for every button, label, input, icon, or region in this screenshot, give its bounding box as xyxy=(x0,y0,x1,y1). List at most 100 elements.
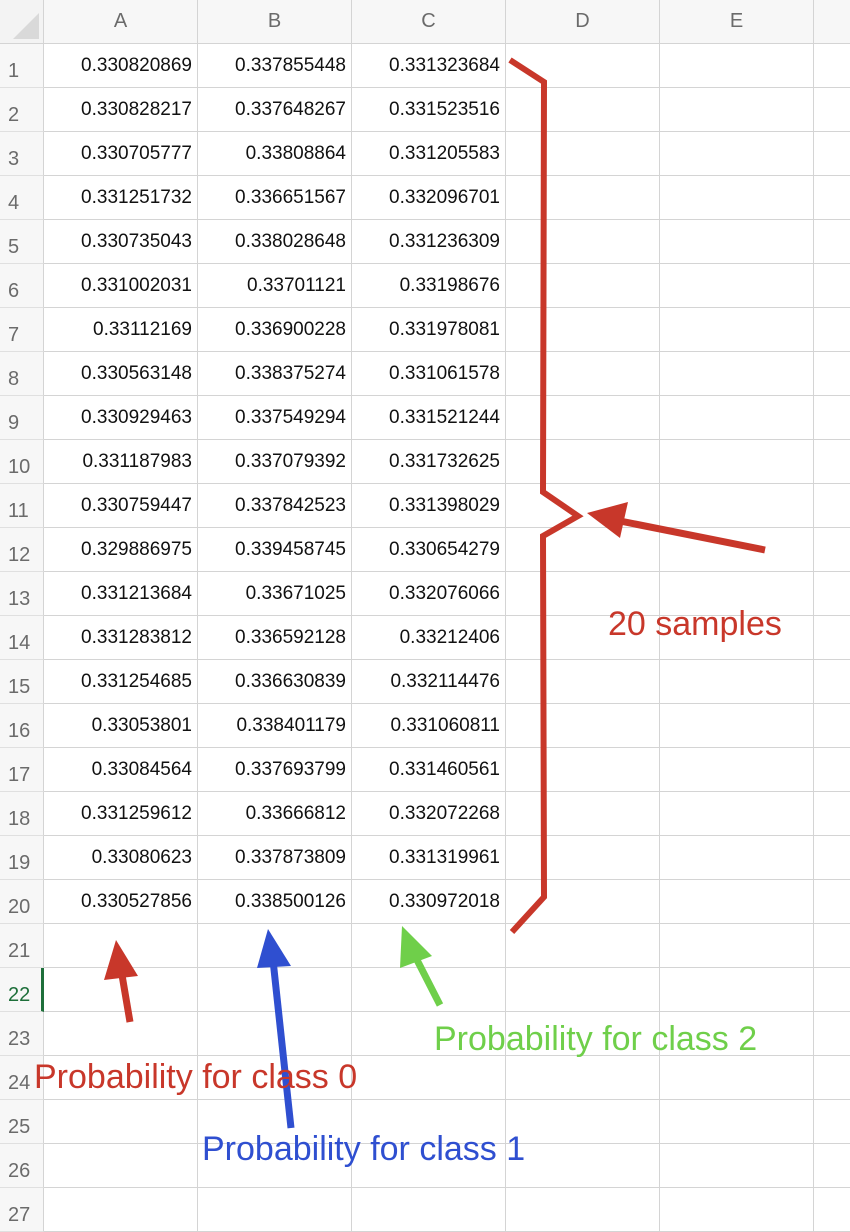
cell-e15[interactable] xyxy=(660,660,814,704)
column-header-partial[interactable] xyxy=(814,0,850,44)
cell-e5[interactable] xyxy=(660,220,814,264)
cell-f1[interactable] xyxy=(814,44,850,88)
cell-e11[interactable] xyxy=(660,484,814,528)
cell-b9[interactable]: 0.337549294 xyxy=(198,396,352,440)
cell-d9[interactable] xyxy=(506,396,660,440)
cell-f22[interactable] xyxy=(814,968,850,1012)
cell-b12[interactable]: 0.339458745 xyxy=(198,528,352,572)
cell-a18[interactable]: 0.331259612 xyxy=(44,792,198,836)
cell-c1[interactable]: 0.331323684 xyxy=(352,44,506,88)
cell-e21[interactable] xyxy=(660,924,814,968)
cell-b16[interactable]: 0.338401179 xyxy=(198,704,352,748)
cell-e7[interactable] xyxy=(660,308,814,352)
cell-e26[interactable] xyxy=(660,1144,814,1188)
cell-d25[interactable] xyxy=(506,1100,660,1144)
cell-e25[interactable] xyxy=(660,1100,814,1144)
cell-e14[interactable] xyxy=(660,616,814,660)
cell-e4[interactable] xyxy=(660,176,814,220)
cell-b25[interactable] xyxy=(198,1100,352,1144)
cell-a11[interactable]: 0.330759447 xyxy=(44,484,198,528)
cell-c13[interactable]: 0.332076066 xyxy=(352,572,506,616)
cell-c22[interactable] xyxy=(352,968,506,1012)
cell-a15[interactable]: 0.331254685 xyxy=(44,660,198,704)
column-header-d[interactable]: D xyxy=(506,0,660,44)
cell-c24[interactable] xyxy=(352,1056,506,1100)
cell-c5[interactable]: 0.331236309 xyxy=(352,220,506,264)
cell-f20[interactable] xyxy=(814,880,850,924)
cell-f18[interactable] xyxy=(814,792,850,836)
row-header-1[interactable]: 1 xyxy=(0,44,44,88)
cell-e6[interactable] xyxy=(660,264,814,308)
cell-c19[interactable]: 0.331319961 xyxy=(352,836,506,880)
cell-c25[interactable] xyxy=(352,1100,506,1144)
cell-a19[interactable]: 0.33080623 xyxy=(44,836,198,880)
cell-d16[interactable] xyxy=(506,704,660,748)
cell-a24[interactable] xyxy=(44,1056,198,1100)
row-header-23[interactable]: 23 xyxy=(0,1012,44,1056)
select-all-corner[interactable] xyxy=(0,0,44,44)
cell-b24[interactable] xyxy=(198,1056,352,1100)
row-header-8[interactable]: 8 xyxy=(0,352,44,396)
row-header-18[interactable]: 18 xyxy=(0,792,44,836)
cell-b19[interactable]: 0.337873809 xyxy=(198,836,352,880)
cell-a25[interactable] xyxy=(44,1100,198,1144)
cell-a10[interactable]: 0.331187983 xyxy=(44,440,198,484)
cell-f5[interactable] xyxy=(814,220,850,264)
cell-a5[interactable]: 0.330735043 xyxy=(44,220,198,264)
row-header-14[interactable]: 14 xyxy=(0,616,44,660)
cell-d20[interactable] xyxy=(506,880,660,924)
cell-e23[interactable] xyxy=(660,1012,814,1056)
row-header-5[interactable]: 5 xyxy=(0,220,44,264)
cell-e12[interactable] xyxy=(660,528,814,572)
cell-f8[interactable] xyxy=(814,352,850,396)
cell-c20[interactable]: 0.330972018 xyxy=(352,880,506,924)
cell-d13[interactable] xyxy=(506,572,660,616)
cell-e1[interactable] xyxy=(660,44,814,88)
row-header-4[interactable]: 4 xyxy=(0,176,44,220)
cell-b3[interactable]: 0.33808864 xyxy=(198,132,352,176)
row-header-9[interactable]: 9 xyxy=(0,396,44,440)
cell-f26[interactable] xyxy=(814,1144,850,1188)
cell-f13[interactable] xyxy=(814,572,850,616)
cell-b15[interactable]: 0.336630839 xyxy=(198,660,352,704)
cell-e20[interactable] xyxy=(660,880,814,924)
row-header-24[interactable]: 24 xyxy=(0,1056,44,1100)
cell-d7[interactable] xyxy=(506,308,660,352)
row-header-2[interactable]: 2 xyxy=(0,88,44,132)
cell-e22[interactable] xyxy=(660,968,814,1012)
cell-c21[interactable] xyxy=(352,924,506,968)
cell-b7[interactable]: 0.336900228 xyxy=(198,308,352,352)
row-header-17[interactable]: 17 xyxy=(0,748,44,792)
cell-d19[interactable] xyxy=(506,836,660,880)
cell-f11[interactable] xyxy=(814,484,850,528)
cell-b18[interactable]: 0.33666812 xyxy=(198,792,352,836)
row-header-11[interactable]: 11 xyxy=(0,484,44,528)
cell-c2[interactable]: 0.331523516 xyxy=(352,88,506,132)
cell-d17[interactable] xyxy=(506,748,660,792)
cell-d14[interactable] xyxy=(506,616,660,660)
cell-e10[interactable] xyxy=(660,440,814,484)
column-header-c[interactable]: C xyxy=(352,0,506,44)
cell-d12[interactable] xyxy=(506,528,660,572)
cell-a17[interactable]: 0.33084564 xyxy=(44,748,198,792)
cell-d23[interactable] xyxy=(506,1012,660,1056)
cell-b10[interactable]: 0.337079392 xyxy=(198,440,352,484)
row-header-20[interactable]: 20 xyxy=(0,880,44,924)
cell-f25[interactable] xyxy=(814,1100,850,1144)
cell-e3[interactable] xyxy=(660,132,814,176)
cell-c3[interactable]: 0.331205583 xyxy=(352,132,506,176)
cell-f12[interactable] xyxy=(814,528,850,572)
cell-f6[interactable] xyxy=(814,264,850,308)
cell-a20[interactable]: 0.330527856 xyxy=(44,880,198,924)
cell-d1[interactable] xyxy=(506,44,660,88)
cell-e2[interactable] xyxy=(660,88,814,132)
row-header-13[interactable]: 13 xyxy=(0,572,44,616)
cell-d21[interactable] xyxy=(506,924,660,968)
cell-c11[interactable]: 0.331398029 xyxy=(352,484,506,528)
cell-f14[interactable] xyxy=(814,616,850,660)
row-header-10[interactable]: 10 xyxy=(0,440,44,484)
cell-b1[interactable]: 0.337855448 xyxy=(198,44,352,88)
row-header-16[interactable]: 16 xyxy=(0,704,44,748)
cell-b14[interactable]: 0.336592128 xyxy=(198,616,352,660)
cell-d6[interactable] xyxy=(506,264,660,308)
